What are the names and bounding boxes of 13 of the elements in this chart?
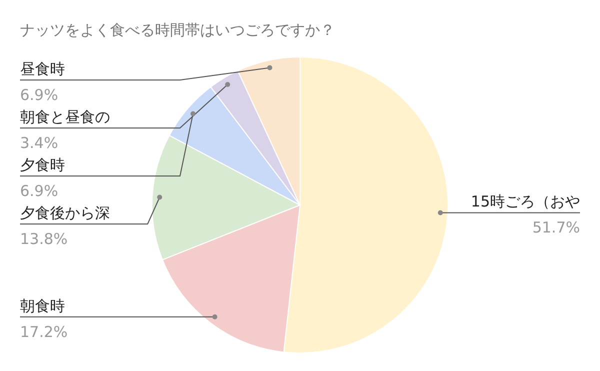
data-label: 13.8% [20, 230, 68, 248]
slice-label: 夕食時 [20, 156, 65, 174]
slice-label: 15時ごろ（おや [470, 192, 580, 211]
data-label: 17.2% [20, 322, 68, 341]
slice-label: 朝食時 [20, 296, 65, 315]
slice-label: 昼食時 [20, 60, 65, 78]
chart-title: ナッツをよく食べる時間帯はいつごろですか？ [20, 21, 335, 39]
slice-label: 夕食後から深 [20, 204, 110, 222]
slice-label: 朝食と昼食の [20, 108, 110, 126]
data-label: 3.4% [20, 134, 58, 152]
data-label: 51.7% [532, 218, 580, 237]
data-label: 6.9% [20, 182, 58, 200]
data-label: 6.9% [20, 86, 58, 104]
